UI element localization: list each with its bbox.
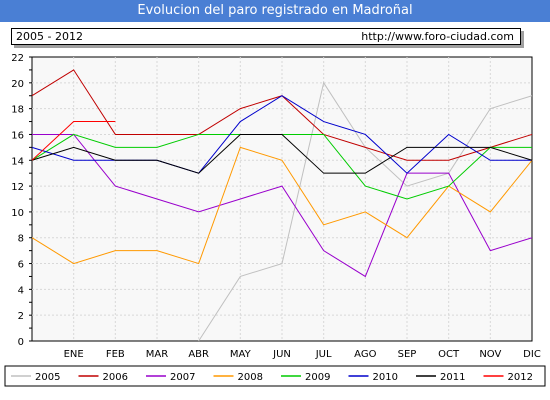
y-tick-label: 6 [18,260,24,271]
x-tick-label: JUL [315,349,332,360]
legend-label-2010: 2010 [373,372,398,383]
y-tick-label: 14 [11,156,24,167]
legend-label-2007: 2007 [170,372,195,383]
x-tick-label: FEB [106,349,125,360]
y-tick-label: 2 [18,311,24,322]
legend-label-2009: 2009 [305,372,330,383]
legend-label-2005: 2005 [35,372,60,383]
y-tick-label: 12 [11,182,24,193]
x-tick-label: ENE [64,349,84,360]
x-tick-label: SEP [398,349,417,360]
x-tick-label: OCT [438,349,460,360]
x-tick-label: MAY [230,349,252,360]
y-tick-label: 18 [11,105,24,116]
info-box: 2005 - 2012 http://www.foro-ciudad.com [11,28,521,45]
legend-label-2006: 2006 [103,372,128,383]
x-tick-label: NOV [479,349,501,360]
y-tick-label: 8 [18,234,24,245]
series-line-2011 [31,133,533,174]
x-tick-label: MAR [146,349,168,360]
x-tick-label: ABR [188,349,209,360]
legend-label-2011: 2011 [440,372,465,383]
chart-title: Evolucion del paro registrado en Madroña… [0,0,550,22]
x-tick-label: DIC [523,349,541,360]
date-range-label: 2005 - 2012 [16,30,83,43]
x-tick-label: JUN [272,349,291,360]
y-tick-label: 20 [11,79,24,90]
series-line-2012 [31,121,116,161]
series-line-2007 [32,133,533,278]
y-tick-label: 10 [11,208,24,219]
legend-label-2012: 2012 [508,372,533,383]
y-tick-label: 4 [18,285,24,296]
y-tick-label: 22 [11,53,24,64]
y-tick-label: 16 [11,130,24,141]
legend-label-2008: 2008 [238,372,263,383]
source-url-label: http://www.foro-ciudad.com [361,30,514,43]
y-tick-label: 0 [18,337,24,348]
x-tick-label: AGO [354,349,376,360]
legend-box [4,365,546,387]
